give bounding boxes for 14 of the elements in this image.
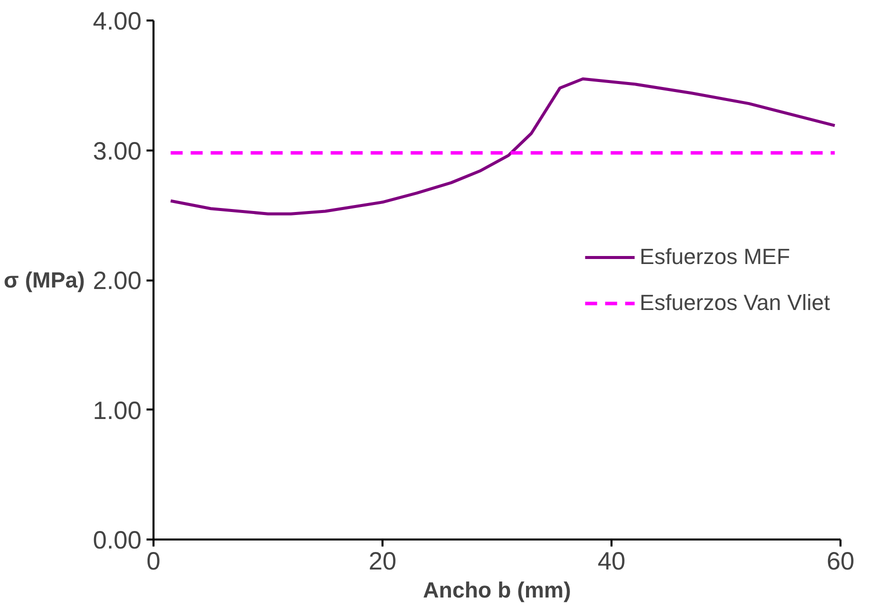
y-tick-label: 3.00 [92,137,142,166]
legend-label: Esfuerzos Van Vliet [640,290,830,316]
y-tick-label: 4.00 [92,8,142,36]
x-tick-label: 20 [368,548,396,576]
x-axis-title: Ancho b (mm) [423,578,571,602]
line-series [169,77,836,216]
x-tick-label: 60 [826,548,854,576]
legend-label: Esfuerzos MEF [640,244,790,270]
x-tick-label: 0 [146,548,160,576]
y-tick-label: 0.00 [92,526,142,554]
y-tick-label: 2.00 [92,267,142,295]
y-tick-label: 1.00 [92,396,142,425]
y-axis-title: σ (MPa) [4,268,85,292]
x-tick-label: 40 [598,548,626,576]
